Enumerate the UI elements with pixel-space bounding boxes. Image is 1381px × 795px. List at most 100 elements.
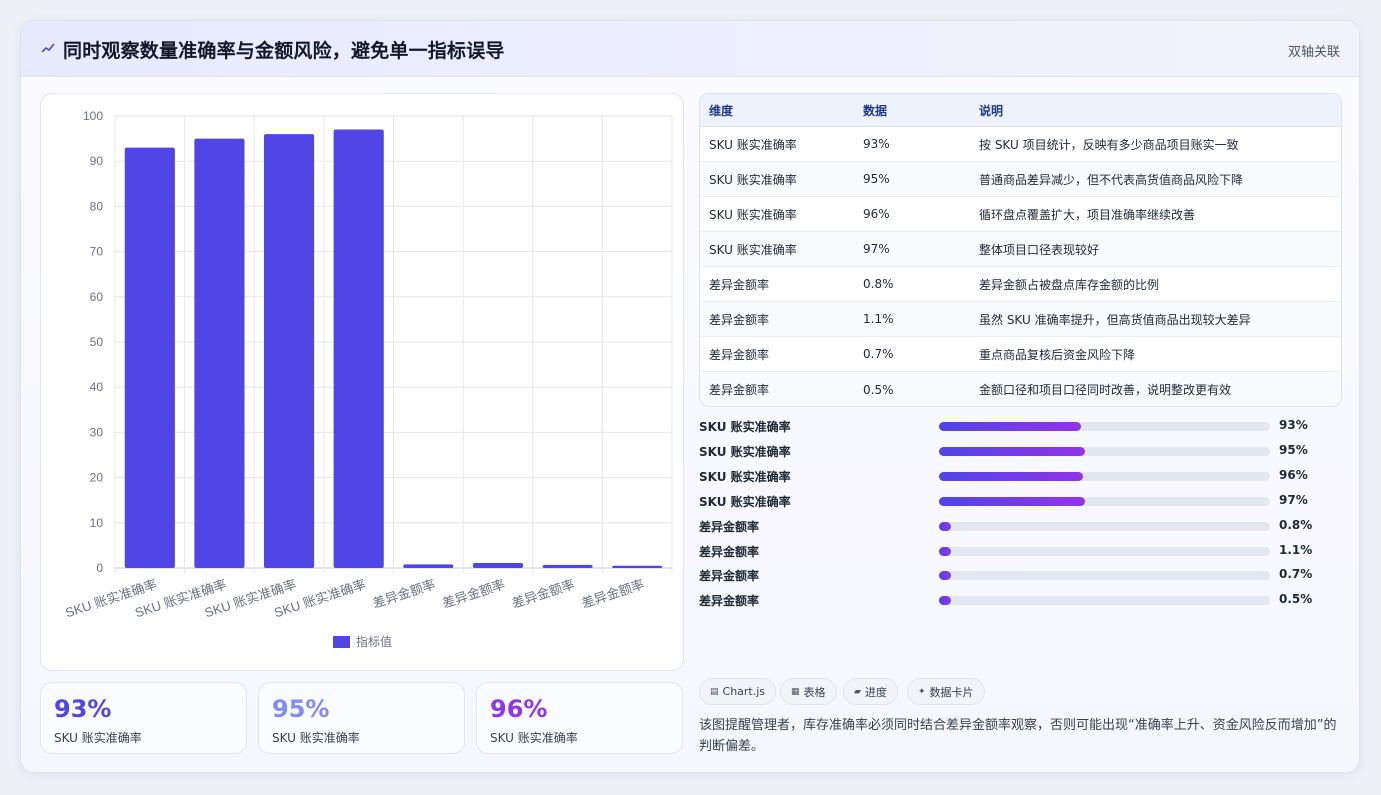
table-row: 差异金额率 0.7% 重点商品复核后资金风险下降 <box>700 337 1341 372</box>
progress-row: 差异金额率 0.7% <box>699 565 1339 585</box>
chip-label: 表格 <box>803 685 826 699</box>
progress-label: 差异金额率 <box>699 544 760 559</box>
header-tag: 双轴关联 <box>1287 45 1340 60</box>
chip-label: Chart.js <box>722 685 766 698</box>
progress-value: 95% <box>1279 442 1308 457</box>
bar <box>403 564 454 568</box>
progress-track <box>939 521 1270 531</box>
trend-line-icon <box>41 43 55 53</box>
column-header: 维度 <box>709 103 734 118</box>
progress-row: 差异金额率 0.8% <box>699 516 1339 536</box>
bar <box>612 565 663 568</box>
progress-row: SKU 账实准确率 97% <box>699 491 1339 511</box>
bar <box>542 564 593 568</box>
progress-value: 0.5% <box>1279 592 1313 607</box>
page-title: 同时观察数量准确率与金额风险，避免单一指标误导 <box>63 40 505 62</box>
table-cell: 93% <box>863 137 890 151</box>
y-tick-label: 20 <box>90 471 104 485</box>
progress-label: 差异金额率 <box>699 569 760 584</box>
stat-label: SKU 账实准确率 <box>272 731 360 745</box>
table-row: 差异金额率 1.1% 虽然 SKU 准确率提升，但高货值商品出现较大差异 <box>700 302 1341 337</box>
table-cell: 0.5% <box>863 382 894 397</box>
bar <box>124 147 175 568</box>
table-icon: ▦ <box>791 686 800 697</box>
x-tick-label: 差异金额率 <box>371 577 437 611</box>
progress-label: SKU 账实准确率 <box>699 469 791 484</box>
data-table: 维度 数据 说明 SKU 账实准确率 93% 按 SKU 项目统计，反映有多少商… <box>699 93 1342 407</box>
x-tick-label: 差异金额率 <box>510 577 576 611</box>
stat-card: 95% SKU 账实准确率 <box>258 682 465 754</box>
stat-label: SKU 账实准确率 <box>54 731 142 745</box>
card-header: 同时观察数量准确率与金额风险，避免单一指标误导 双轴关联 <box>21 21 1359 77</box>
progress-row: SKU 账实准确率 93% <box>699 416 1339 436</box>
progress-value: 0.7% <box>1279 567 1313 582</box>
progress-label: SKU 账实准确率 <box>699 420 791 434</box>
chip-table[interactable]: ▦ 表格 <box>780 678 837 705</box>
table-cell: 差异金额率 <box>709 347 770 362</box>
column-header: 数据 <box>863 103 888 118</box>
progress-value: 96% <box>1279 467 1308 482</box>
chip-data-card[interactable]: ✦ 数据卡片 <box>907 678 985 705</box>
progress-row: SKU 账实准确率 96% <box>699 466 1339 486</box>
progress-row: SKU 账实准确率 95% <box>699 441 1339 461</box>
column-header: 说明 <box>979 103 1004 118</box>
y-tick-label: 0 <box>96 561 103 575</box>
y-tick-label: 100 <box>83 109 103 123</box>
progress-track <box>939 596 1270 606</box>
progress-fill <box>939 521 951 531</box>
table-row: SKU 账实准确率 97% 整体项目口径表现较好 <box>700 232 1341 267</box>
progress-fill <box>939 496 1085 506</box>
table-cell: 重点商品复核后资金风险下降 <box>979 347 1136 362</box>
table-cell: 差异金额率 <box>709 277 770 292</box>
bar <box>263 134 315 568</box>
bar <box>333 129 384 568</box>
progress-track <box>939 446 1270 456</box>
legend-swatch <box>333 636 350 648</box>
chip-label: 数据卡片 <box>929 685 974 699</box>
table-cell: 虽然 SKU 准确率提升，但高货值商品出现较大差异 <box>979 312 1251 327</box>
progress-label: 差异金额率 <box>699 594 760 609</box>
table-row: 差异金额率 0.8% 差异金额占被盘点库存金额的比例 <box>700 267 1341 302</box>
progress-value: 1.1% <box>1279 542 1313 557</box>
table-cell: 96% <box>863 207 890 221</box>
stat-card: 93% SKU 账实准确率 <box>40 682 247 754</box>
progress-track <box>939 571 1270 581</box>
stat-value: 96% <box>490 695 548 723</box>
progress-row: 差异金额率 0.5% <box>699 590 1339 610</box>
chart-icon: ▤ <box>710 686 719 697</box>
table-cell: 金额口径和项目口径同时改善，说明整改更有效 <box>979 383 1232 397</box>
chip-progress[interactable]: ▰ 进度 <box>843 678 898 705</box>
table-row: 差异金额率 0.5% 金额口径和项目口径同时改善，说明整改更有效 <box>700 372 1341 406</box>
table-cell: SKU 账实准确率 <box>709 137 797 152</box>
progress-value: 0.8% <box>1279 517 1313 532</box>
progress-track <box>939 546 1270 556</box>
table-cell: 整体项目口径表现较好 <box>979 242 1100 257</box>
progress-label: SKU 账实准确率 <box>699 444 791 459</box>
progress-track <box>939 471 1270 481</box>
dashboard-card: 同时观察数量准确率与金额风险，避免单一指标误导 双轴关联 0 10 20 30 40 50… <box>20 20 1360 773</box>
y-tick-label: 60 <box>90 290 104 304</box>
table-cell: SKU 账实准确率 <box>709 242 797 257</box>
progress-value: 93% <box>1279 418 1308 432</box>
bar-chart-panel: 0 10 20 30 40 50 60 70 80 90 100 SKU 账实准确率 SKU 账实准确率… <box>40 93 684 671</box>
x-tick-label: 差异金额率 <box>440 577 506 611</box>
chip-chartjs[interactable]: ▤ Chart.js <box>699 678 777 705</box>
progress-fill <box>939 571 951 581</box>
stat-value: 95% <box>272 695 330 723</box>
progress-label: SKU 账实准确率 <box>699 494 791 509</box>
table-cell: SKU 账实准确率 <box>709 207 797 222</box>
progress-fill <box>939 422 1082 431</box>
table-cell: 95% <box>863 172 890 186</box>
table-cell: 循环盘点覆盖扩大，项目准确率继续改善 <box>979 207 1196 222</box>
y-tick-label: 40 <box>90 380 104 394</box>
progress-track <box>939 422 1270 431</box>
x-tick-label: 差异金额率 <box>580 577 646 611</box>
table-cell: 差异金额占被盘点库存金额的比例 <box>979 277 1160 292</box>
table-row: SKU 账实准确率 93% 按 SKU 项目统计，反映有多少商品项目账实一致 <box>700 127 1341 162</box>
y-tick-label: 10 <box>90 516 104 530</box>
table-header: 维度 数据 说明 <box>700 94 1341 127</box>
stat-label: SKU 账实准确率 <box>490 731 578 745</box>
table-cell: 差异金额率 <box>709 383 770 397</box>
y-tick-label: 80 <box>90 199 104 213</box>
